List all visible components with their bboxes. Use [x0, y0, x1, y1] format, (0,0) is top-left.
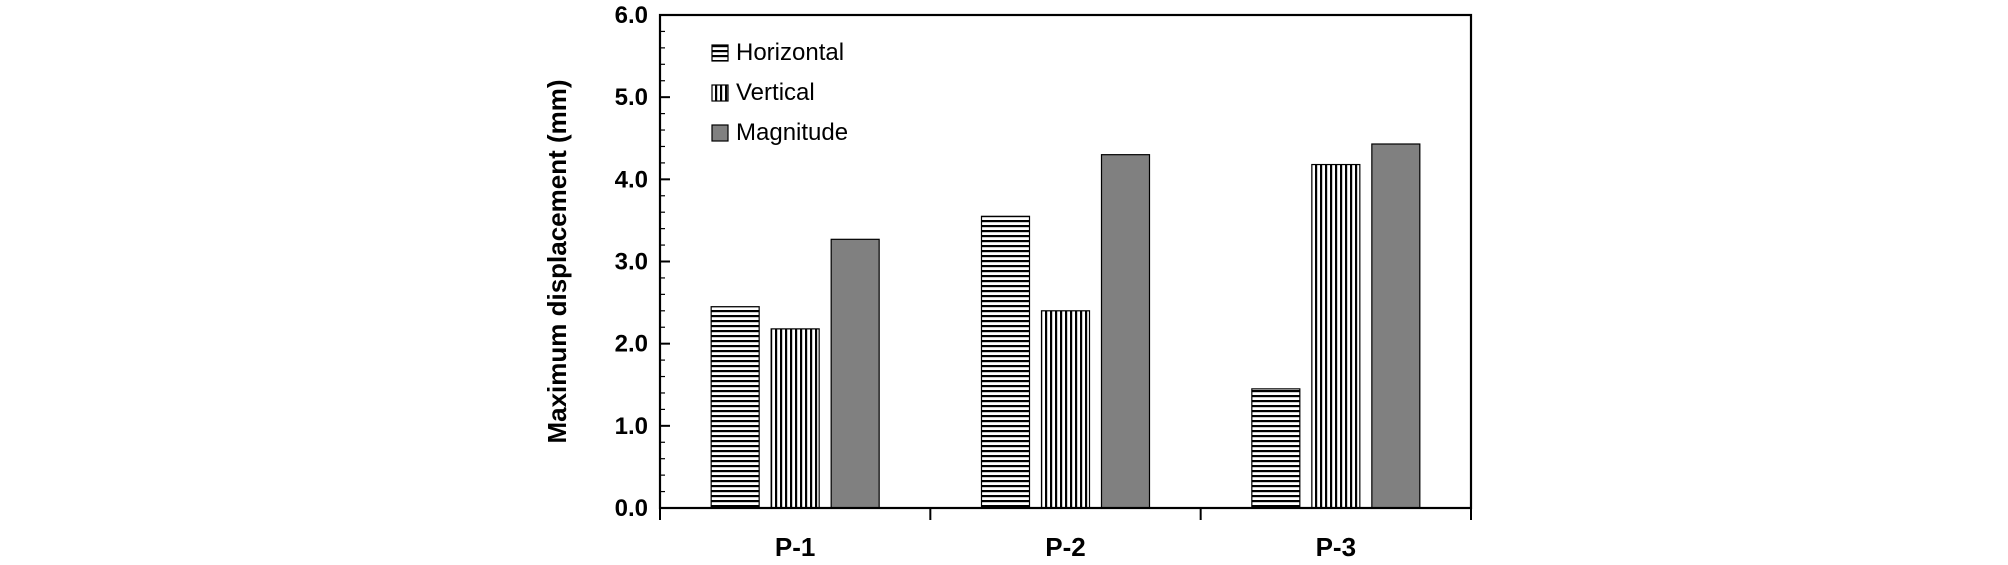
bar-magnitude-p-2	[1100, 154, 1151, 509]
x-axis: P-1 P-2 P-3	[659, 508, 1472, 562]
legend-label-horizontal: Horizontal	[736, 39, 844, 66]
bar-vertical-p-3	[1311, 163, 1361, 509]
bar-horizontal-p-2	[980, 215, 1031, 509]
legend-label-magnitude: Magnitude	[736, 119, 848, 146]
y-tick-label: 0.0	[615, 495, 648, 522]
y-tick-label: 6.0	[615, 2, 648, 29]
x-category-label: P-1	[775, 532, 815, 562]
y-tick-label: 5.0	[615, 84, 648, 111]
x-category-label: P-3	[1316, 532, 1356, 562]
x-category-label: P-2	[1045, 532, 1085, 562]
bar-magnitude-p-3	[1371, 143, 1421, 509]
y-tick-label: 2.0	[615, 331, 648, 358]
legend: Horizontal Vertical Magnitude	[711, 39, 848, 146]
bar-horizontal-p-3	[1251, 388, 1301, 509]
legend-swatch-vertical	[711, 84, 729, 102]
y-axis-title: Maximum displacement (mm)	[542, 79, 572, 443]
bar-horizontal-p-1	[710, 306, 760, 509]
plot-area	[658, 13, 1473, 510]
y-tick-label: 3.0	[615, 249, 648, 276]
legend-swatch-magnitude	[711, 124, 729, 142]
legend-swatch-horizontal	[711, 44, 729, 62]
y-tick-label: 4.0	[615, 166, 648, 193]
bar-magnitude-p-1	[830, 238, 880, 509]
y-axis: 0.0 1.0 2.0 3.0 4.0 5.0 6.0	[615, 2, 670, 522]
bar-vertical-p-2	[1040, 310, 1091, 509]
bar-vertical-p-1	[770, 328, 820, 509]
y-tick-label: 1.0	[615, 413, 648, 440]
legend-label-vertical: Vertical	[736, 79, 815, 106]
